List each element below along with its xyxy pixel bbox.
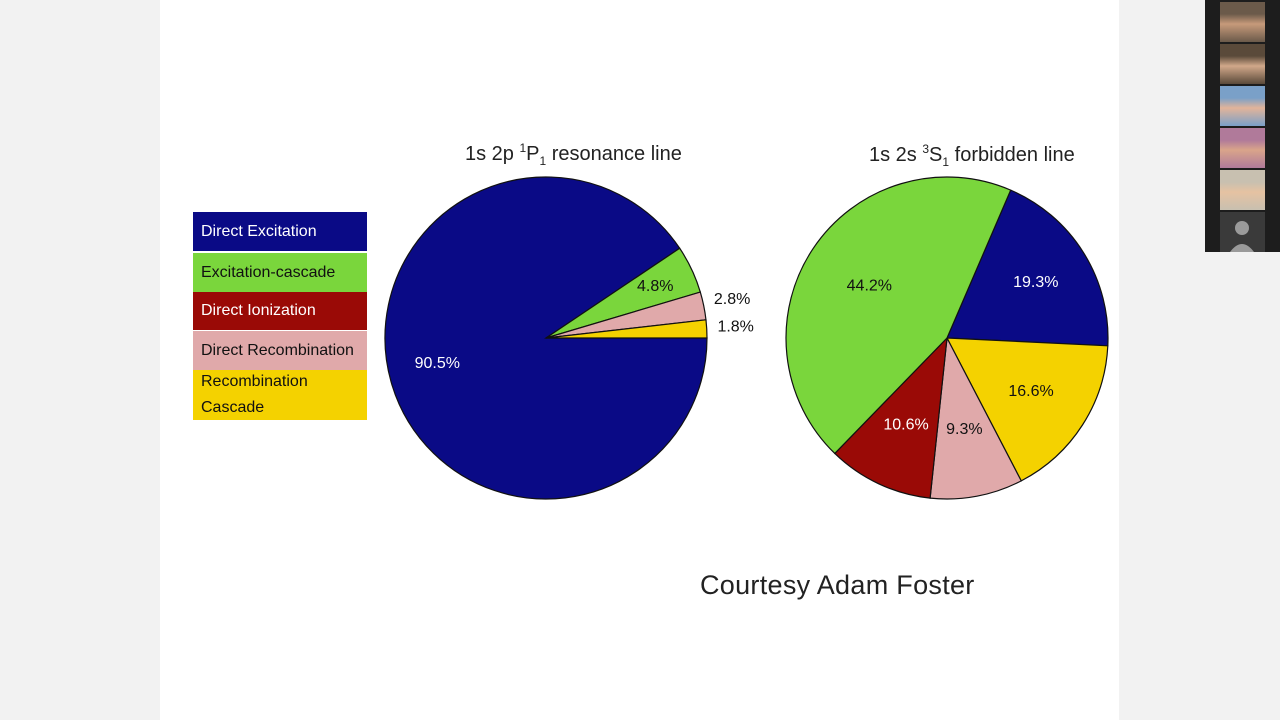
legend-label: Excitation-cascade <box>201 263 336 281</box>
resonance-line-title: 1s 2p 1P1 resonance line <box>465 141 682 168</box>
pie-label-direct-excitation: 19.3% <box>1013 274 1058 291</box>
forbidden-line-title: 1s 2s 3S1 forbidden line <box>869 142 1075 169</box>
legend-label: Direct Ionization <box>201 302 316 319</box>
participant-video-2[interactable] <box>1220 44 1265 84</box>
video-participants-panel <box>1205 0 1280 252</box>
participant-video-5[interactable] <box>1220 170 1265 210</box>
legend-label: Direct Excitation <box>201 222 317 240</box>
legend-item-excitation-cascade: Excitation-cascade <box>193 253 367 292</box>
pie-charts: 90.5% 4.8% 2.8% 1.8% 19.3% 16.6% 9.3% 10.6% 44.… <box>384 141 1109 500</box>
pie-slice-direct-recombination <box>929 335 1023 500</box>
pie-label-recombination-cascade: 16.6% <box>1008 383 1053 400</box>
pie-slice-direct-ionization <box>833 336 948 499</box>
pie-label-direct-excitation: 90.5% <box>415 355 460 372</box>
pie-label-excitation-cascade: 44.2% <box>847 277 892 294</box>
resonance-line-pie: 90.5% 4.8% 2.8% 1.8% <box>384 176 754 500</box>
pie-slice-direct-excitation <box>946 189 1109 347</box>
pie-slice-recombination-cascade <box>945 337 1109 482</box>
pie-label-direct-recombination: 2.8% <box>714 291 750 308</box>
legend-item-recombination-cascade: Recombination Cascade <box>193 370 367 420</box>
person-silhouette-icon <box>1230 221 1254 252</box>
pie-label-recombination-cascade: 1.8% <box>717 318 753 335</box>
legend-item-direct-excitation: Direct Excitation <box>193 212 367 251</box>
presentation-slide: 90.5% 4.8% 2.8% 1.8% 19.3% 16.6% 9.3% 10.6% 44.… <box>160 0 1119 720</box>
participant-video-6[interactable] <box>1220 212 1265 252</box>
pie-label-direct-ionization: 10.6% <box>883 417 928 434</box>
participant-video-4[interactable] <box>1220 128 1265 168</box>
legend-label: Direct Recombination <box>201 341 354 359</box>
participant-video-3[interactable] <box>1220 86 1265 126</box>
pie-label-excitation-cascade: 4.8% <box>637 278 673 295</box>
credit-text: Courtesy Adam Foster <box>700 570 975 600</box>
legend-item-direct-ionization: Direct Ionization <box>193 292 367 330</box>
pie-slice-excitation-cascade <box>785 176 1012 455</box>
participant-video-1[interactable] <box>1220 2 1265 42</box>
pie-slice-recombination-cascade <box>545 319 708 339</box>
legend-item-direct-recombination: Direct Recombination <box>193 331 367 370</box>
legend-label: Recombination Cascade <box>201 373 308 416</box>
forbidden-line-pie: 19.3% 16.6% 9.3% 10.6% 44.2% <box>785 176 1109 500</box>
pie-label-direct-recombination: 9.3% <box>946 421 982 438</box>
